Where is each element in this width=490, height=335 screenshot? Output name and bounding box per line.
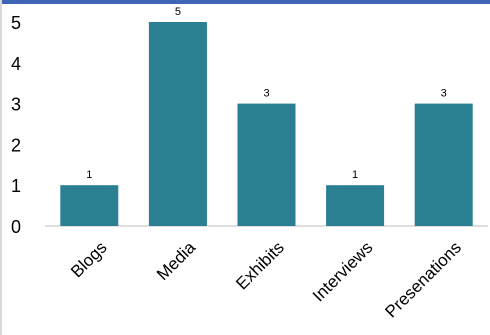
data-label: 1: [86, 169, 92, 181]
data-label: 3: [441, 88, 447, 100]
y-tick-label: 0: [11, 217, 21, 237]
y-tick-label: 1: [11, 176, 21, 196]
y-tick-label: 5: [11, 13, 21, 33]
y-tick-label: 2: [11, 135, 21, 155]
bars: [60, 22, 473, 226]
top-border: [0, 0, 490, 4]
data-label: 3: [263, 88, 269, 100]
bar-interviews: [326, 185, 385, 226]
data-label: 1: [352, 169, 358, 181]
category-label: Blogs: [67, 238, 111, 282]
category-label: Media: [153, 238, 200, 285]
category-labels: Blogs Media Exhibits Interviews Presenations: [67, 238, 465, 322]
category-label: Presenations: [381, 238, 465, 322]
y-tick-label: 4: [11, 54, 21, 74]
bar-presenations: [414, 103, 473, 226]
y-tick-label: 3: [11, 95, 21, 115]
category-label: Exhibits: [232, 238, 288, 294]
y-axis: 0 1 2 3 4 5: [11, 13, 21, 237]
bar-blogs: [60, 185, 119, 226]
category-label: Interviews: [309, 238, 377, 306]
left-border: [0, 0, 2, 335]
data-label: 5: [175, 6, 181, 18]
bar-exhibits: [237, 103, 296, 226]
data-labels: 1 5 3 1 3: [86, 6, 447, 181]
bar-media: [148, 22, 207, 226]
